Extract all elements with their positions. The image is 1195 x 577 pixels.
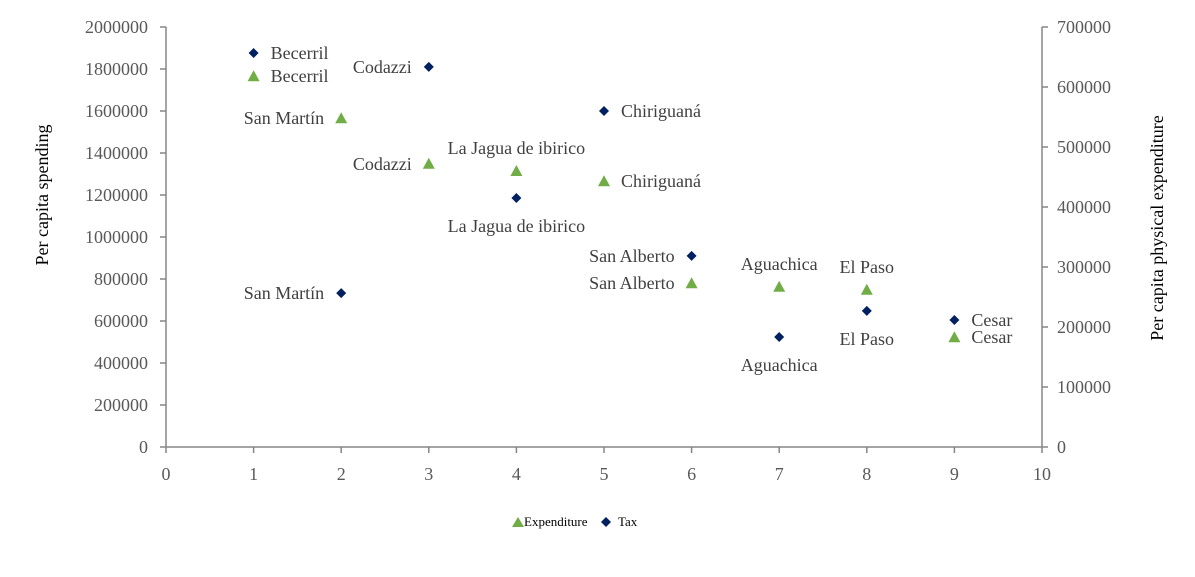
y2-tick-label: 700000	[1057, 17, 1111, 37]
y-tick-label: 600000	[94, 311, 148, 331]
data-marks: Becerril San Martín Codazzi La Jagua de ibi…	[244, 43, 1013, 375]
point-tax	[774, 331, 785, 342]
point-expenditure	[685, 277, 698, 289]
point-tax	[599, 106, 609, 116]
y-tick-label: 1400000	[85, 143, 148, 163]
point-label: San Martín	[244, 283, 325, 303]
point-label: Cesar	[971, 310, 1012, 330]
y2-tick-label: 100000	[1057, 377, 1111, 397]
point-expenditure	[247, 70, 260, 82]
point-label: La Jagua de ibirico	[448, 216, 585, 236]
point-tax	[686, 250, 697, 261]
legend: Expenditure Tax	[512, 514, 638, 529]
y2-axis-title: Per capita physical expenditure	[1147, 115, 1167, 340]
y-tick-label: 1200000	[85, 185, 148, 205]
axes: 0200000400000600000800000100000012000001…	[85, 17, 1111, 484]
point-label: San Alberto	[589, 246, 675, 266]
point-label: Becerril	[271, 66, 329, 86]
x-tick-label: 1	[249, 464, 258, 484]
x-tick-label: 7	[775, 464, 784, 484]
point-label: El Paso	[840, 257, 895, 277]
y2-tick-label: 600000	[1057, 77, 1111, 97]
y-tick-label: 1800000	[85, 59, 148, 79]
point-label: Aguachica	[741, 355, 818, 375]
point-label: Codazzi	[353, 57, 412, 77]
y2-tick-label: 300000	[1057, 257, 1111, 277]
x-tick-label: 6	[687, 464, 696, 484]
x-tick-label: 4	[512, 464, 521, 484]
point-expenditure	[510, 165, 523, 176]
point-expenditure	[335, 112, 348, 124]
point-tax	[949, 314, 960, 325]
point-tax	[336, 288, 347, 299]
point-label: Becerril	[271, 43, 329, 63]
y2-tick-label: 500000	[1057, 137, 1111, 157]
x-tick-label: 10	[1033, 464, 1051, 484]
point-label: Chiriguaná	[621, 101, 701, 121]
legend-tax-label: Tax	[618, 514, 638, 529]
x-tick-label: 2	[337, 464, 346, 484]
point-label: Aguachica	[741, 254, 818, 274]
point-expenditure	[773, 280, 786, 292]
point-expenditure	[860, 283, 873, 295]
y-tick-label: 0	[139, 437, 148, 457]
point-expenditure	[948, 331, 961, 343]
legend-expenditure-marker	[512, 517, 524, 527]
y-tick-label: 1000000	[85, 227, 148, 247]
point-expenditure	[598, 175, 610, 187]
y2-tick-label: 200000	[1057, 317, 1111, 337]
legend-expenditure-label: Expenditure	[524, 514, 588, 529]
y-tick-label: 2000000	[85, 17, 148, 37]
point-label: El Paso	[840, 329, 895, 349]
point-label: Chiriguaná	[621, 171, 701, 191]
y-tick-label: 400000	[94, 353, 148, 373]
y2-tick-label: 0	[1057, 437, 1066, 457]
point-tax	[511, 192, 522, 203]
point-label: Cesar	[971, 327, 1012, 347]
point-expenditure	[422, 157, 435, 169]
point-tax	[861, 305, 872, 316]
point-tax	[423, 61, 434, 72]
x-tick-label: 3	[424, 464, 433, 484]
x-tick-label: 8	[862, 464, 871, 484]
y-tick-label: 800000	[94, 269, 148, 289]
point-label: San Alberto	[589, 273, 675, 293]
point-label: La Jagua de ibirico	[448, 138, 585, 158]
x-tick-label: 5	[600, 464, 609, 484]
y-tick-label: 200000	[94, 395, 148, 415]
point-label: Codazzi	[353, 154, 412, 174]
y-axis-title: Per capita spending	[32, 125, 52, 266]
legend-tax-marker	[601, 517, 611, 527]
x-tick-label: 0	[162, 464, 171, 484]
point-label: San Martín	[244, 108, 325, 128]
x-tick-label: 9	[950, 464, 959, 484]
y-tick-label: 1600000	[85, 101, 148, 121]
y2-tick-label: 400000	[1057, 197, 1111, 217]
point-tax	[248, 48, 259, 59]
